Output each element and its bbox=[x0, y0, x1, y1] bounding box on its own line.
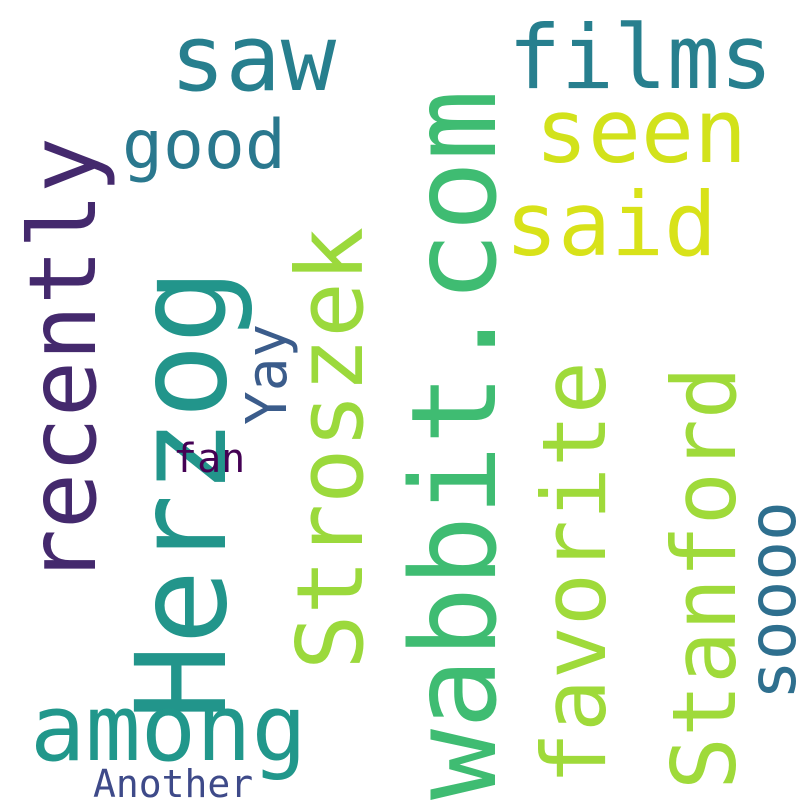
word-among: among bbox=[30, 675, 307, 782]
word-saw: saw bbox=[170, 5, 337, 112]
word-favorite: favorite bbox=[523, 361, 626, 785]
word-wabbit: wabbit.com bbox=[385, 90, 523, 800]
word-soooo: soooo bbox=[734, 501, 800, 700]
word-recently: recently bbox=[9, 137, 117, 585]
word-stanford: Stanford bbox=[653, 366, 756, 790]
word-another: Another bbox=[93, 762, 253, 800]
word-yay: Yay bbox=[235, 324, 300, 425]
word-films: films bbox=[508, 6, 773, 109]
word-herzog: Herzog bbox=[110, 268, 255, 720]
word-said: said bbox=[505, 173, 717, 276]
word-seen: seen bbox=[535, 80, 747, 183]
word-stroszek: Stroszek bbox=[277, 227, 384, 670]
word-fan: fan bbox=[173, 436, 245, 482]
word-good: good bbox=[122, 106, 286, 185]
